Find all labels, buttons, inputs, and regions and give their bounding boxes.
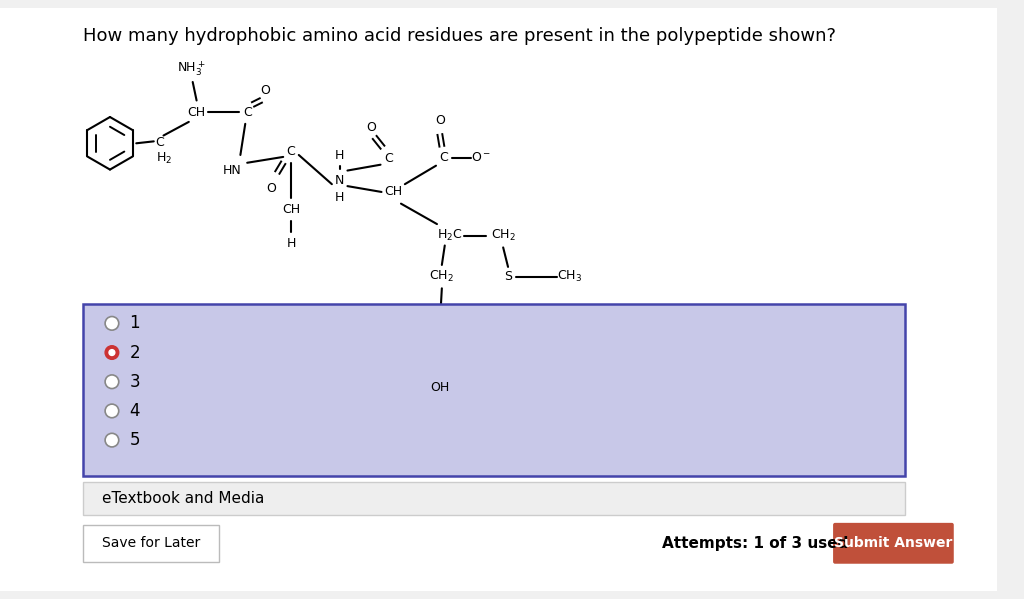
Text: Submit Answer: Submit Answer <box>835 536 952 550</box>
Text: 2: 2 <box>129 344 140 362</box>
Text: H: H <box>287 237 296 250</box>
Text: CH: CH <box>282 203 300 216</box>
Circle shape <box>109 350 115 355</box>
Text: C: C <box>287 144 295 158</box>
Text: OH: OH <box>430 381 450 394</box>
Text: O: O <box>266 181 276 195</box>
Text: C
H$_2$: C H$_2$ <box>156 136 172 167</box>
Text: 4: 4 <box>129 402 140 420</box>
Text: H$_2$C: H$_2$C <box>437 228 463 243</box>
Text: S: S <box>504 270 512 283</box>
Circle shape <box>105 316 119 330</box>
Circle shape <box>105 346 119 359</box>
Text: CH: CH <box>187 105 206 119</box>
Circle shape <box>105 375 119 389</box>
Text: CH$_2$: CH$_2$ <box>490 228 516 243</box>
Text: Save for Later: Save for Later <box>101 536 200 550</box>
Text: O: O <box>366 121 376 134</box>
Text: 3: 3 <box>129 373 140 391</box>
Text: CH$_2$: CH$_2$ <box>429 269 455 284</box>
Text: CH: CH <box>384 186 402 198</box>
Text: N: N <box>335 174 344 187</box>
Text: NH$_3^+$: NH$_3^+$ <box>176 59 205 78</box>
Text: H: H <box>335 191 344 204</box>
Text: HN: HN <box>223 164 242 177</box>
Circle shape <box>105 404 119 418</box>
FancyBboxPatch shape <box>83 482 905 515</box>
Circle shape <box>105 433 119 447</box>
Text: O: O <box>435 114 444 128</box>
Text: How many hydrophobic amino acid residues are present in the polypeptide shown?: How many hydrophobic amino acid residues… <box>83 26 836 44</box>
Text: eTextbook and Media: eTextbook and Media <box>102 491 264 506</box>
Text: O: O <box>260 84 269 97</box>
Text: C: C <box>384 152 392 165</box>
FancyBboxPatch shape <box>0 8 996 591</box>
Text: C: C <box>439 152 449 164</box>
Text: 5: 5 <box>129 431 140 449</box>
Text: C: C <box>243 105 252 119</box>
Text: O$^-$: O$^-$ <box>471 152 492 164</box>
FancyBboxPatch shape <box>83 304 905 476</box>
FancyBboxPatch shape <box>834 523 953 564</box>
FancyBboxPatch shape <box>83 525 219 562</box>
Text: 1: 1 <box>129 314 140 332</box>
Text: Attempts: 1 of 3 used: Attempts: 1 of 3 used <box>662 536 848 551</box>
Text: CH$_3$: CH$_3$ <box>557 269 582 284</box>
Text: H: H <box>335 149 344 162</box>
